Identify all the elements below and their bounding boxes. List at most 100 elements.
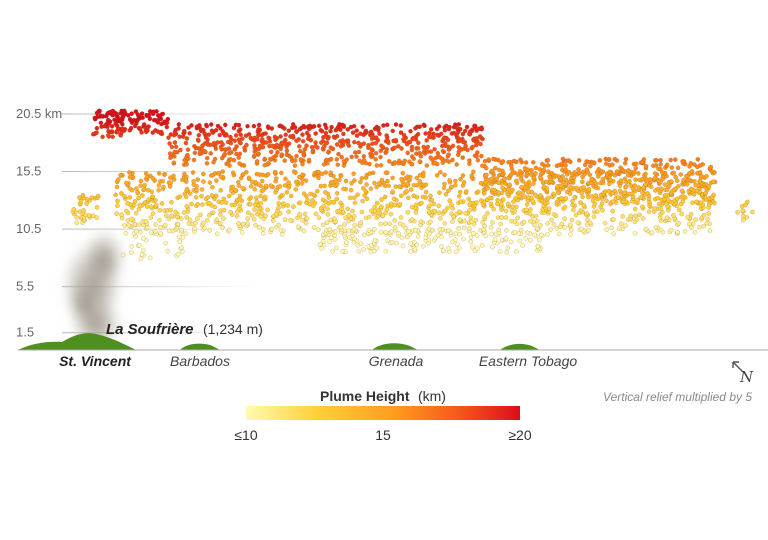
plume-point xyxy=(591,214,597,220)
plume-point xyxy=(678,172,684,177)
plume-point xyxy=(466,196,472,202)
plume-point xyxy=(392,225,398,230)
plume-point xyxy=(528,218,533,224)
plume-point xyxy=(148,173,153,179)
plume-point xyxy=(225,139,231,145)
plume-point xyxy=(461,218,467,224)
plume-point xyxy=(216,199,222,205)
plume-point xyxy=(345,127,351,132)
plume-point xyxy=(304,130,310,136)
plume-point xyxy=(417,150,422,156)
plume-point xyxy=(443,123,449,129)
plume-point xyxy=(320,197,326,203)
plume-point xyxy=(286,180,291,185)
plume-point xyxy=(587,220,593,226)
plume-point xyxy=(627,178,632,184)
plume-point xyxy=(368,186,374,192)
plume-point xyxy=(348,187,354,193)
plume-point xyxy=(169,144,175,150)
plume-point xyxy=(441,185,447,191)
plume-point xyxy=(162,119,168,125)
plume-point xyxy=(276,222,281,228)
plume-point xyxy=(192,143,197,149)
plume-point xyxy=(349,180,354,186)
plume-point xyxy=(214,231,220,237)
plume-point xyxy=(382,194,388,200)
plume-point xyxy=(317,242,323,247)
plume-point xyxy=(175,251,181,257)
plume-point xyxy=(222,151,228,157)
plume-point xyxy=(84,201,89,206)
plume-point xyxy=(626,168,631,173)
plume-point xyxy=(671,212,676,218)
plume-point xyxy=(358,179,363,185)
plume-point xyxy=(456,149,462,155)
plume-point xyxy=(106,128,111,134)
plume-point xyxy=(238,132,244,138)
plume-point xyxy=(488,201,494,207)
plume-point xyxy=(437,226,443,232)
plume-point xyxy=(559,195,565,201)
plume-point xyxy=(510,187,515,193)
plume-point xyxy=(246,132,252,137)
plume-point xyxy=(472,123,478,129)
plume-point xyxy=(610,162,615,167)
plume-point xyxy=(409,217,415,222)
plume-point xyxy=(233,133,239,138)
plume-point xyxy=(150,211,156,216)
plume-point xyxy=(329,124,334,130)
plume-point xyxy=(569,217,575,223)
plume-point xyxy=(413,227,418,233)
plume-point xyxy=(503,236,509,241)
plume-point xyxy=(351,171,356,177)
plume-point xyxy=(195,137,201,143)
plume-point xyxy=(408,249,413,254)
plume-point xyxy=(392,160,398,165)
plume-point xyxy=(399,176,404,182)
plume-point xyxy=(479,163,485,169)
plume-point xyxy=(294,129,299,134)
plume-point xyxy=(266,135,271,141)
plume-point xyxy=(152,229,158,234)
plume-point xyxy=(345,138,351,143)
plume-point xyxy=(574,185,580,191)
plume-point xyxy=(489,168,495,174)
plume-point xyxy=(420,194,426,200)
plume-point xyxy=(427,130,432,136)
plume-point xyxy=(681,177,687,183)
plume-point xyxy=(343,215,349,221)
plume-point xyxy=(603,156,609,162)
plume-point xyxy=(304,143,309,149)
plume-point xyxy=(186,125,191,130)
plume-point xyxy=(403,225,408,231)
plume-point xyxy=(296,137,302,142)
plume-point xyxy=(331,199,337,205)
plume-point xyxy=(277,184,283,189)
y-tick-labels: 1.5 5.5 10.5 15.5 20.5 km xyxy=(16,106,62,340)
plume-point xyxy=(518,227,524,233)
plume-point xyxy=(156,171,162,176)
plume-point xyxy=(142,182,147,188)
plume-point xyxy=(426,237,432,243)
plume-point xyxy=(380,213,386,219)
plume-point xyxy=(502,176,508,181)
plume-point xyxy=(251,153,257,159)
plume-point xyxy=(440,248,446,254)
plume-point xyxy=(609,225,614,231)
plume-point xyxy=(263,213,268,219)
plume-point xyxy=(649,230,655,235)
plume-point xyxy=(127,195,133,200)
plume-point xyxy=(179,227,185,233)
plume-point xyxy=(405,209,411,215)
plume-point xyxy=(268,149,274,155)
plume-point xyxy=(373,150,379,156)
plume-point xyxy=(415,234,421,239)
plume-point xyxy=(415,146,421,151)
plume-point xyxy=(505,245,511,251)
plume-point xyxy=(417,124,423,130)
plume-point xyxy=(374,163,380,168)
plume-point xyxy=(369,208,374,213)
plume-point xyxy=(368,129,374,135)
plume-point xyxy=(257,143,263,149)
plume-point xyxy=(707,228,713,233)
